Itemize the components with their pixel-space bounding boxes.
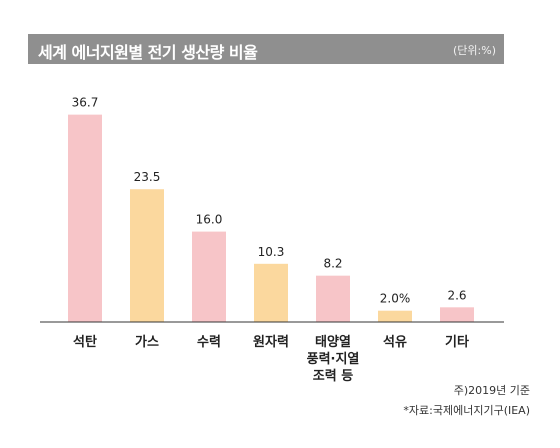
unit-label: (단위:%) <box>453 44 496 57</box>
category-label-4-1: 풍력·지열 <box>307 351 360 367</box>
value-label-4: 8.2 <box>323 257 342 271</box>
value-label-1: 23.5 <box>134 170 161 184</box>
category-label-6: 기타 <box>445 334 469 350</box>
value-label-2: 16.0 <box>196 213 223 227</box>
title-bar: 세계 에너지원별 전기 생산량 비율 (단위:%) <box>28 34 504 64</box>
source-note: *자료:국제에너지기구(IEA) <box>403 404 530 417</box>
category-label-4: 태양열 <box>315 334 351 350</box>
bar-0 <box>68 114 102 323</box>
chart-title: 세계 에너지원별 전기 생산량 비율 <box>38 43 258 62</box>
bar-6 <box>440 307 474 322</box>
bar-1 <box>130 189 164 322</box>
base-year-note: 주)2019년 기준 <box>453 384 530 397</box>
category-label-5: 석유 <box>383 335 407 350</box>
category-label-3: 원자력 <box>253 335 289 350</box>
value-label-6: 2.6 <box>447 288 466 302</box>
category-label-1: 가스 <box>135 335 159 350</box>
bar-2 <box>192 231 226 322</box>
bar-3 <box>254 263 288 322</box>
category-label-4-2: 조력 등 <box>313 369 353 384</box>
bar-5 <box>378 310 412 322</box>
category-label-2: 수력 <box>197 335 221 350</box>
category-label-0: 석탄 <box>73 334 97 350</box>
bar-4 <box>316 275 350 322</box>
value-label-5: 2.0% <box>380 292 411 306</box>
value-label-3: 10.3 <box>258 245 285 259</box>
value-label-0: 36.7 <box>72 96 99 110</box>
